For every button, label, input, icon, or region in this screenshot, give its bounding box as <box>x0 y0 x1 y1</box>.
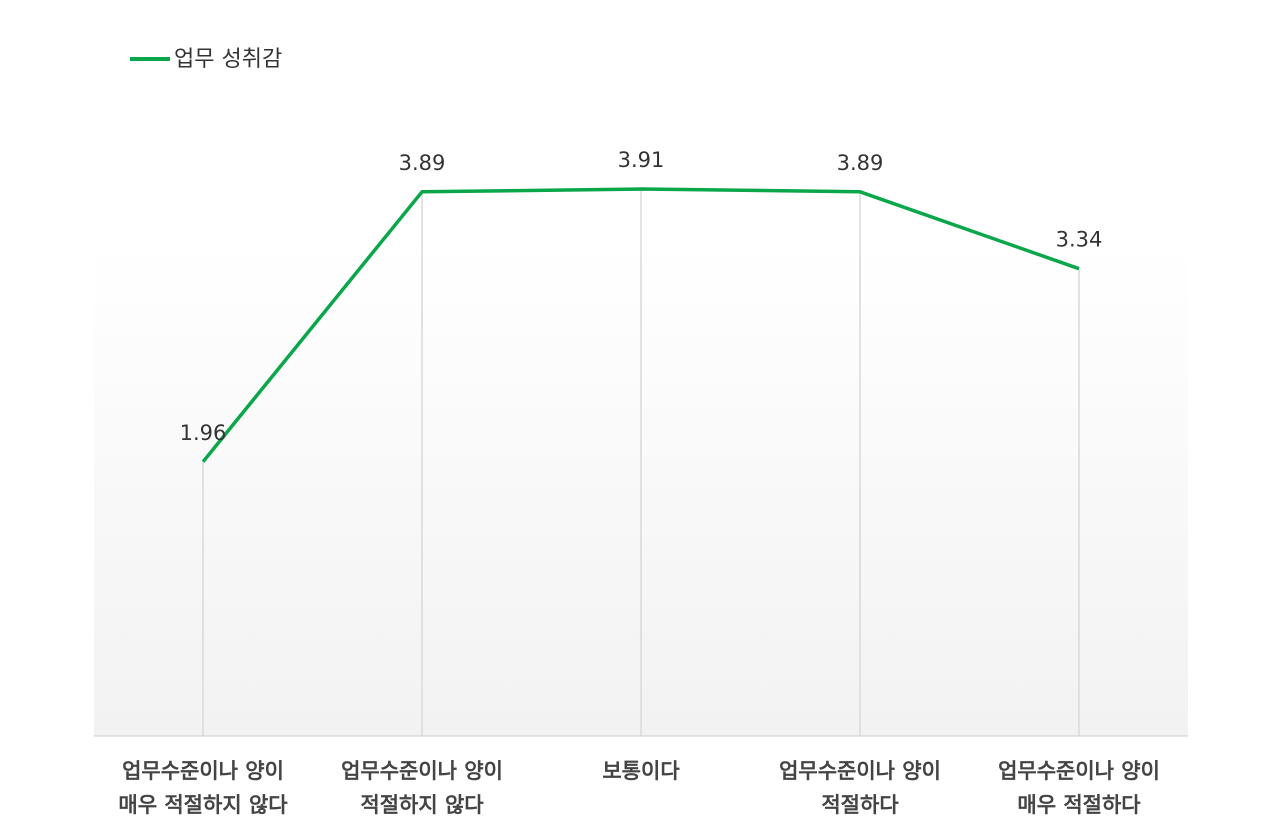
category-tick-label: 업무수준이나 양이 <box>998 759 1160 783</box>
data-label: 3.89 <box>837 151 884 175</box>
category-tick-label: 업무수준이나 양이 <box>779 759 941 783</box>
legend-label: 업무 성취감 <box>174 47 282 72</box>
series-group <box>201 187 1080 463</box>
category-tick-label: 적절하지 않다 <box>360 793 484 817</box>
data-label: 3.34 <box>1056 228 1103 252</box>
legend: 업무 성취감 <box>130 47 282 72</box>
category-tick-label: 보통이다 <box>602 759 680 783</box>
category-tick-label: 업무수준이나 양이 <box>122 759 284 783</box>
category-tick-label: 업무수준이나 양이 <box>341 759 503 783</box>
data-label: 1.96 <box>180 421 227 445</box>
series-line <box>201 187 1080 463</box>
category-tick-label: 매우 적절하다 <box>1017 793 1141 817</box>
category-tick-label: 매우 적절하지 않다 <box>118 793 288 817</box>
category-tick-label: 적절하다 <box>821 793 899 817</box>
data-label: 3.89 <box>399 151 446 175</box>
gridlines <box>202 189 1080 736</box>
value-labels: 1.96 3.89 3.91 3.89 3.34 <box>180 148 1103 445</box>
data-label: 3.91 <box>618 148 665 172</box>
